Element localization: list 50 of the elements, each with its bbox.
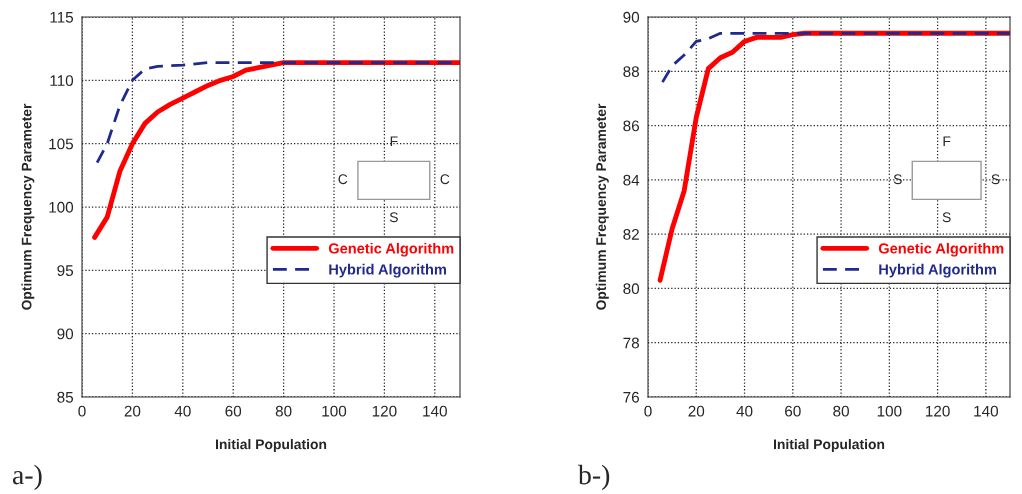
y-tick-label: 84 xyxy=(623,174,640,186)
x-tick-label: 140 xyxy=(423,405,447,417)
x-tick-label: 0 xyxy=(78,405,86,417)
y-tick-label: 90 xyxy=(623,11,640,23)
legend-label: Hybrid Algorithm xyxy=(879,263,996,278)
y-tick-label: 80 xyxy=(623,283,640,295)
annotation: S xyxy=(893,174,902,185)
x-axis-title: Initial Population xyxy=(215,439,327,452)
annotation: F xyxy=(943,136,951,146)
y-tick-label: 115 xyxy=(50,12,74,23)
y-tick-label: 88 xyxy=(623,66,639,77)
line-series xyxy=(661,31,1010,84)
legend-label: Hybrid Algorithm xyxy=(329,263,446,278)
annotation: F xyxy=(390,136,398,146)
y-tick-label: 100 xyxy=(49,201,74,213)
y-tick-label: 95 xyxy=(57,265,74,277)
y-tick-label: 78 xyxy=(623,337,639,349)
x-tick-label: 80 xyxy=(275,405,292,417)
legend-label: Genetic Algorithm xyxy=(878,242,1004,257)
y-axis-title: Optimum Frequency Parameter xyxy=(21,103,35,310)
y-tick-label: 85 xyxy=(57,391,74,403)
annotation: S xyxy=(942,212,951,223)
x-tick-label: 40 xyxy=(174,405,191,417)
x-tick-label: 60 xyxy=(225,405,242,417)
x-axis-title: Initial Population xyxy=(773,439,885,452)
y-axis-title: Optimum Frequency Parameter xyxy=(595,103,609,310)
text: b-) xyxy=(578,464,610,491)
x-tick-label: 100 xyxy=(877,405,902,417)
y-tick-label: 90 xyxy=(57,328,74,340)
x-tick-label: 0 xyxy=(644,405,652,417)
annotation: C xyxy=(338,174,348,185)
x-tick-label: 60 xyxy=(785,405,801,417)
y-tick-label: 86 xyxy=(623,120,639,132)
x-tick-label: 120 xyxy=(926,405,950,417)
legend-label: Genetic Algorithm xyxy=(328,242,454,257)
x-tick-label: 40 xyxy=(736,405,753,417)
annotation: S xyxy=(389,212,398,223)
text: a-) xyxy=(12,464,42,491)
x-tick-label: 140 xyxy=(974,405,999,417)
y-tick-label: 76 xyxy=(623,391,639,403)
y-tick-label: 110 xyxy=(50,75,74,87)
annotation: C xyxy=(440,174,450,185)
x-tick-label: 20 xyxy=(124,405,141,417)
x-tick-label: 100 xyxy=(322,405,347,417)
x-tick-label: 120 xyxy=(372,405,397,417)
x-tick-label: 80 xyxy=(833,405,849,417)
annotation: S xyxy=(991,174,1000,185)
x-tick-label: 20 xyxy=(688,405,705,417)
y-tick-label: 105 xyxy=(49,138,74,150)
y-tick-label: 82 xyxy=(623,229,639,240)
